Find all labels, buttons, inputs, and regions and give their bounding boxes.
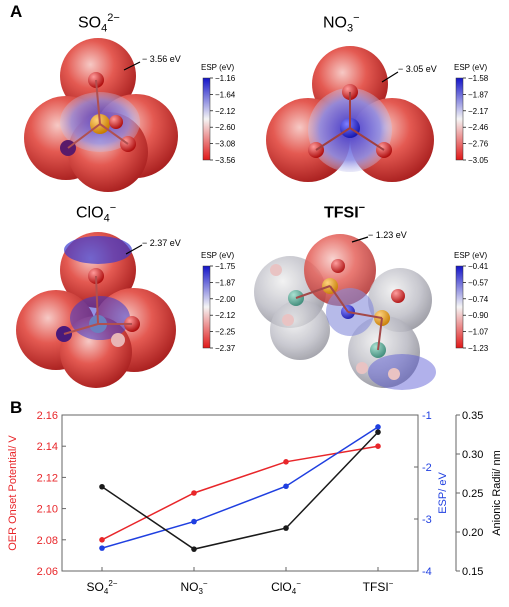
series-point-left (375, 443, 381, 449)
right2-tick-label: 0.25 (462, 488, 483, 500)
left-tick-label: 2.14 (37, 441, 58, 453)
series-point-right1 (283, 483, 289, 490)
x-tick-label: SO42− (87, 579, 118, 596)
right2-axis-label: Anionic Radii/ nm (491, 450, 503, 536)
so4-colorbar-tick: −2.12 (215, 107, 236, 116)
no3-colorbar-title: ESP (eV) (454, 63, 488, 72)
right1-tick-label: -3 (422, 514, 432, 526)
x-tick-label: NO3− (180, 579, 207, 596)
so4-arrow (123, 61, 141, 71)
right2-tick-label: 0.15 (462, 566, 483, 578)
no3-title: NO3− (323, 12, 360, 35)
series-line-left (101, 445, 379, 541)
right1-tick-label: -1 (422, 410, 432, 422)
so4-colorbar (202, 77, 211, 161)
right1-axis-label: ESP/ eV (437, 472, 449, 514)
panel-b-chart: 2.06 2.08 2.10 2.12 2.14 2.16 OER Onset Potent… (7, 410, 503, 596)
tfsi-esp-surface (254, 234, 436, 390)
tfsi-colorbar-tick: −0.57 (468, 278, 489, 287)
no3-colorbar-tick: −1.87 (468, 90, 489, 99)
no3-colorbar-tick: −2.46 (468, 123, 489, 132)
so4-colorbar-tick: −1.64 (215, 90, 236, 99)
clo4-colorbar (202, 265, 211, 349)
no3-esp-surface (266, 46, 434, 182)
left-axis-label: OER Onset Potential/ V (7, 435, 19, 551)
panel-b-label: B (10, 398, 23, 417)
clo4-arrow (125, 244, 143, 255)
series-point-right1 (99, 545, 105, 551)
so4-value-label: − 3.56 eV (142, 54, 181, 64)
clo4-colorbar-tick: −2.12 (215, 311, 236, 320)
no3-colorbar-tick: −1.58 (468, 74, 489, 83)
series-point-right2 (375, 429, 381, 435)
tfsi-colorbar-tick: −0.90 (468, 311, 489, 320)
left-tick-label: 2.12 (37, 472, 58, 484)
clo4-value-label: − 2.37 eV (142, 238, 181, 248)
plot-frame (61, 414, 419, 572)
right2-tick-label: 0.20 (462, 527, 483, 539)
x-tick-label: ClO4− (271, 579, 301, 596)
left-tick-label: 2.06 (37, 566, 58, 578)
tfsi-colorbar (455, 265, 464, 349)
no3-colorbar-tick: −2.17 (468, 107, 489, 116)
so4-colorbar-tick: −3.56 (215, 156, 236, 165)
panel-a-esp-maps: ESP (eV) −1.16 −1.64 −2.12 −2.60 −3.08 −3.56 ES… (16, 38, 489, 390)
clo4-colorbar-tick: −2.00 (215, 295, 236, 304)
tfsi-colorbar-tick: −1.07 (468, 328, 489, 337)
clo4-esp-surface (16, 232, 176, 388)
panel-a-label: A (10, 2, 23, 21)
series-point-left (283, 459, 289, 465)
tfsi-value-label: − 1.23 eV (368, 230, 407, 240)
tfsi-colorbar-tick: −0.74 (468, 295, 489, 304)
no3-colorbar-tick: −2.76 (468, 140, 489, 149)
so4-colorbar-tick: −1.16 (215, 74, 236, 83)
right1-tick-label: -4 (422, 566, 432, 578)
right1-tick-label: -2 (422, 462, 432, 474)
clo4-colorbar-tick: −1.87 (215, 278, 236, 287)
clo4-colorbar-title: ESP (eV) (201, 251, 235, 260)
clo4-colorbar-tick: −1.75 (215, 262, 236, 271)
tfsi-colorbar-tick: −0.41 (468, 262, 489, 271)
series-line-right2 (101, 431, 379, 550)
series-point-left (99, 537, 105, 543)
clo4-colorbar-tick: −2.37 (215, 344, 236, 353)
no3-value-label: − 3.05 eV (398, 64, 437, 74)
x-tick-label: TFSI− (363, 579, 394, 594)
tfsi-title: TFSI− (324, 202, 366, 222)
series-point-left (191, 490, 197, 496)
tfsi-colorbar-title: ESP (eV) (454, 251, 488, 260)
series-point-right2 (283, 525, 289, 531)
right2-tick-label: 0.30 (462, 449, 483, 461)
clo4-colorbar-tick: −2.25 (215, 328, 236, 337)
so4-colorbar-title: ESP (eV) (201, 63, 235, 72)
series-point-right2 (191, 546, 197, 552)
tfsi-arrow (351, 236, 369, 243)
series-point-right1 (191, 518, 197, 525)
clo4-title: ClO4− (76, 202, 117, 225)
so4-colorbar-tick: −3.08 (215, 140, 236, 149)
so4-title: SO42− (78, 12, 120, 35)
no3-colorbar (455, 77, 464, 161)
right2-tick-label: 0.35 (462, 410, 483, 422)
so4-esp-surface (24, 38, 178, 192)
left-tick-label: 2.16 (37, 410, 58, 422)
left-tick-label: 2.08 (37, 535, 58, 547)
left-tick-label: 2.10 (37, 504, 58, 516)
series-point-right1 (375, 424, 381, 430)
tfsi-colorbar-tick: −1.23 (468, 344, 489, 353)
no3-arrow (381, 71, 399, 83)
series-point-right2 (99, 483, 105, 490)
series-line-right1 (101, 426, 379, 549)
so4-colorbar-tick: −2.60 (215, 123, 236, 132)
no3-colorbar-tick: −3.05 (468, 156, 489, 165)
